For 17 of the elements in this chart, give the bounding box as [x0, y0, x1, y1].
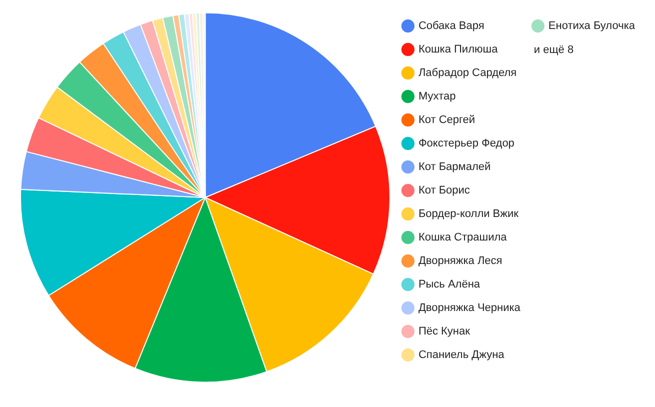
legend-label: Дворняжка Леся	[418, 255, 502, 268]
text: и ещё 8	[534, 44, 574, 56]
legend-label: Спаниель Джуна	[418, 349, 506, 362]
legend-label: Собака Варя	[418, 20, 484, 32]
legend-label: Рысь Алёна	[418, 278, 481, 291]
legend-label: Кот Сергей	[418, 114, 476, 126]
legend-label: Фокстерьер Федор	[418, 138, 514, 150]
legend-label: Бордер-колли Вжик	[418, 208, 519, 220]
legend-label: Кошка Пилюша	[418, 44, 499, 56]
legend-label: Кошка Страшила	[418, 232, 508, 244]
legend-label: Дворняжка Черника	[418, 302, 522, 314]
legend-label: Пёс Кунак	[418, 326, 470, 338]
legend-label: Кот Бармалей	[418, 161, 491, 174]
legend-label: Мухтар	[418, 90, 456, 103]
legend-label: Кот Борис	[418, 184, 470, 197]
legend-label: Лабрадор Сарделя	[418, 67, 517, 80]
legend-label: Енотиха Булочка	[548, 20, 636, 32]
